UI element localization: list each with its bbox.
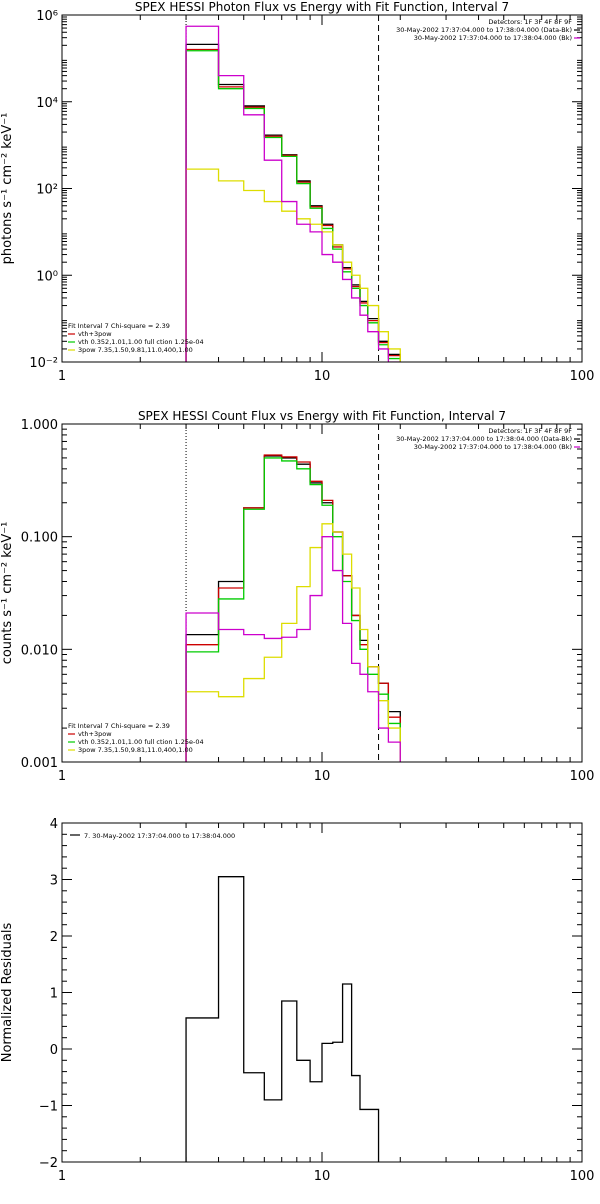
x-minor-ticks [139, 823, 571, 1162]
series-2-histogram [185, 48, 401, 362]
info-line: Detectors: 1F 3F 4F 8F 9F [488, 427, 572, 435]
series-5-histogram [185, 536, 401, 762]
y-tick-label: 0.001 [21, 756, 58, 771]
x-tick-label: 10 [314, 369, 331, 384]
fit-info-line: 3pow 7.35,1.50,9.81,11.0,400,1.00 [78, 746, 193, 754]
series-5-histogram [185, 25, 401, 362]
series-1-histogram [185, 876, 380, 1162]
y-tick-label: 10⁰ [36, 269, 58, 284]
x-tick-label: 1 [58, 769, 66, 784]
y-axis-label: counts s⁻¹ cm⁻² keV⁻¹ [0, 522, 15, 665]
info-line: Detectors: 1F 3F 4F 8F 9F [488, 18, 572, 26]
x-tick-label: 1 [58, 1169, 66, 1184]
chart-title: SPEX HESSI Count Flux vs Energy with Fit… [138, 409, 506, 423]
y-tick-label: −1 [39, 1100, 58, 1115]
fit-info-line: vth 0.352,1.01,1.00 full ction 1.25e-04 [78, 338, 204, 346]
y-tick-label: 10⁴ [36, 96, 58, 111]
chart-panel-3: Normalized Residuals 1 10 100 −2 −1 0 1 2 3 4 7. 30… [0, 817, 594, 1184]
y-tick-label: 1.000 [21, 418, 58, 433]
y-tick-label: 1 [50, 987, 58, 1002]
chart-panel-2: SPEX HESSI Count Flux vs Energy with Fit… [0, 409, 594, 784]
y-tick-label: 10⁶ [36, 9, 58, 24]
plot-frame [61, 14, 583, 363]
fit-info-line: Fit Interval 7 Chi-square = 2.39 [68, 322, 170, 330]
plot-area [185, 424, 401, 762]
y-tick-label: 10² [36, 183, 58, 198]
x-tick-label: 100 [570, 369, 595, 384]
chart-panel-1: SPEX HESSI Photon Flux vs Energy with Fi… [0, 0, 594, 384]
fit-info-line: vth+3pow [78, 330, 112, 338]
series-1-histogram [185, 43, 401, 362]
fit-info-line: Fit Interval 7 Chi-square = 2.39 [68, 722, 170, 730]
x-tick-label: 10 [314, 769, 331, 784]
legend-label: 7. 30-May-2002 17:37:04.000 to 17:38:04.… [84, 832, 235, 840]
x-tick-label: 10 [314, 1169, 331, 1184]
y-tick-label: 0.100 [21, 531, 58, 546]
fit-info-line: 3pow 7.35,1.50,9.81,11.0,400,1.00 [78, 346, 193, 354]
y-tick-label: 0.010 [21, 643, 58, 658]
plot-frame [61, 423, 583, 763]
series-4-histogram [185, 523, 401, 762]
y-tick-label: 4 [50, 817, 58, 832]
info-line: 30-May-2002 17:37:04.000 to 17:38:04.000… [414, 443, 572, 451]
info-line: 30-May-2002 17:37:04.000 to 17:38:04.000… [414, 34, 572, 42]
x-tick-label: 1 [58, 369, 66, 384]
series-3-histogram [185, 457, 401, 762]
y-tick-label: −2 [39, 1156, 58, 1171]
y-axis-label: Normalized Residuals [0, 923, 15, 1063]
y-axis-label: photons s⁻¹ cm⁻² keV⁻¹ [0, 113, 15, 265]
info-line: 30-May-2002 17:37:04.000 to 17:38:04.000… [396, 26, 572, 34]
chart-title: SPEX HESSI Photon Flux vs Energy with Fi… [135, 0, 509, 14]
plot-frame [61, 822, 583, 1163]
series-3-histogram [185, 50, 401, 362]
y-tick-label: 3 [50, 874, 58, 889]
y-tick-label: 0 [50, 1043, 58, 1058]
y-minor-ticks [62, 428, 582, 729]
fit-info-line: vth 0.352,1.01,1.00 full ction 1.25e-04 [78, 738, 204, 746]
fit-info-line: vth+3pow [78, 730, 112, 738]
x-tick-label: 100 [570, 769, 595, 784]
y-minor-ticks [62, 16, 582, 350]
y-tick-label: 2 [50, 930, 58, 945]
x-minor-ticks [139, 15, 571, 362]
plot-area [185, 15, 401, 362]
series-4-histogram [185, 168, 401, 362]
x-tick-label: 100 [570, 1169, 595, 1184]
y-minor-ticks [62, 822, 582, 1163]
x-minor-ticks [139, 424, 571, 762]
y-tick-label: 10⁻² [29, 356, 58, 371]
plot-area [185, 876, 380, 1162]
info-line: 30-May-2002 17:37:04.000 to 17:38:04.000… [396, 435, 572, 443]
